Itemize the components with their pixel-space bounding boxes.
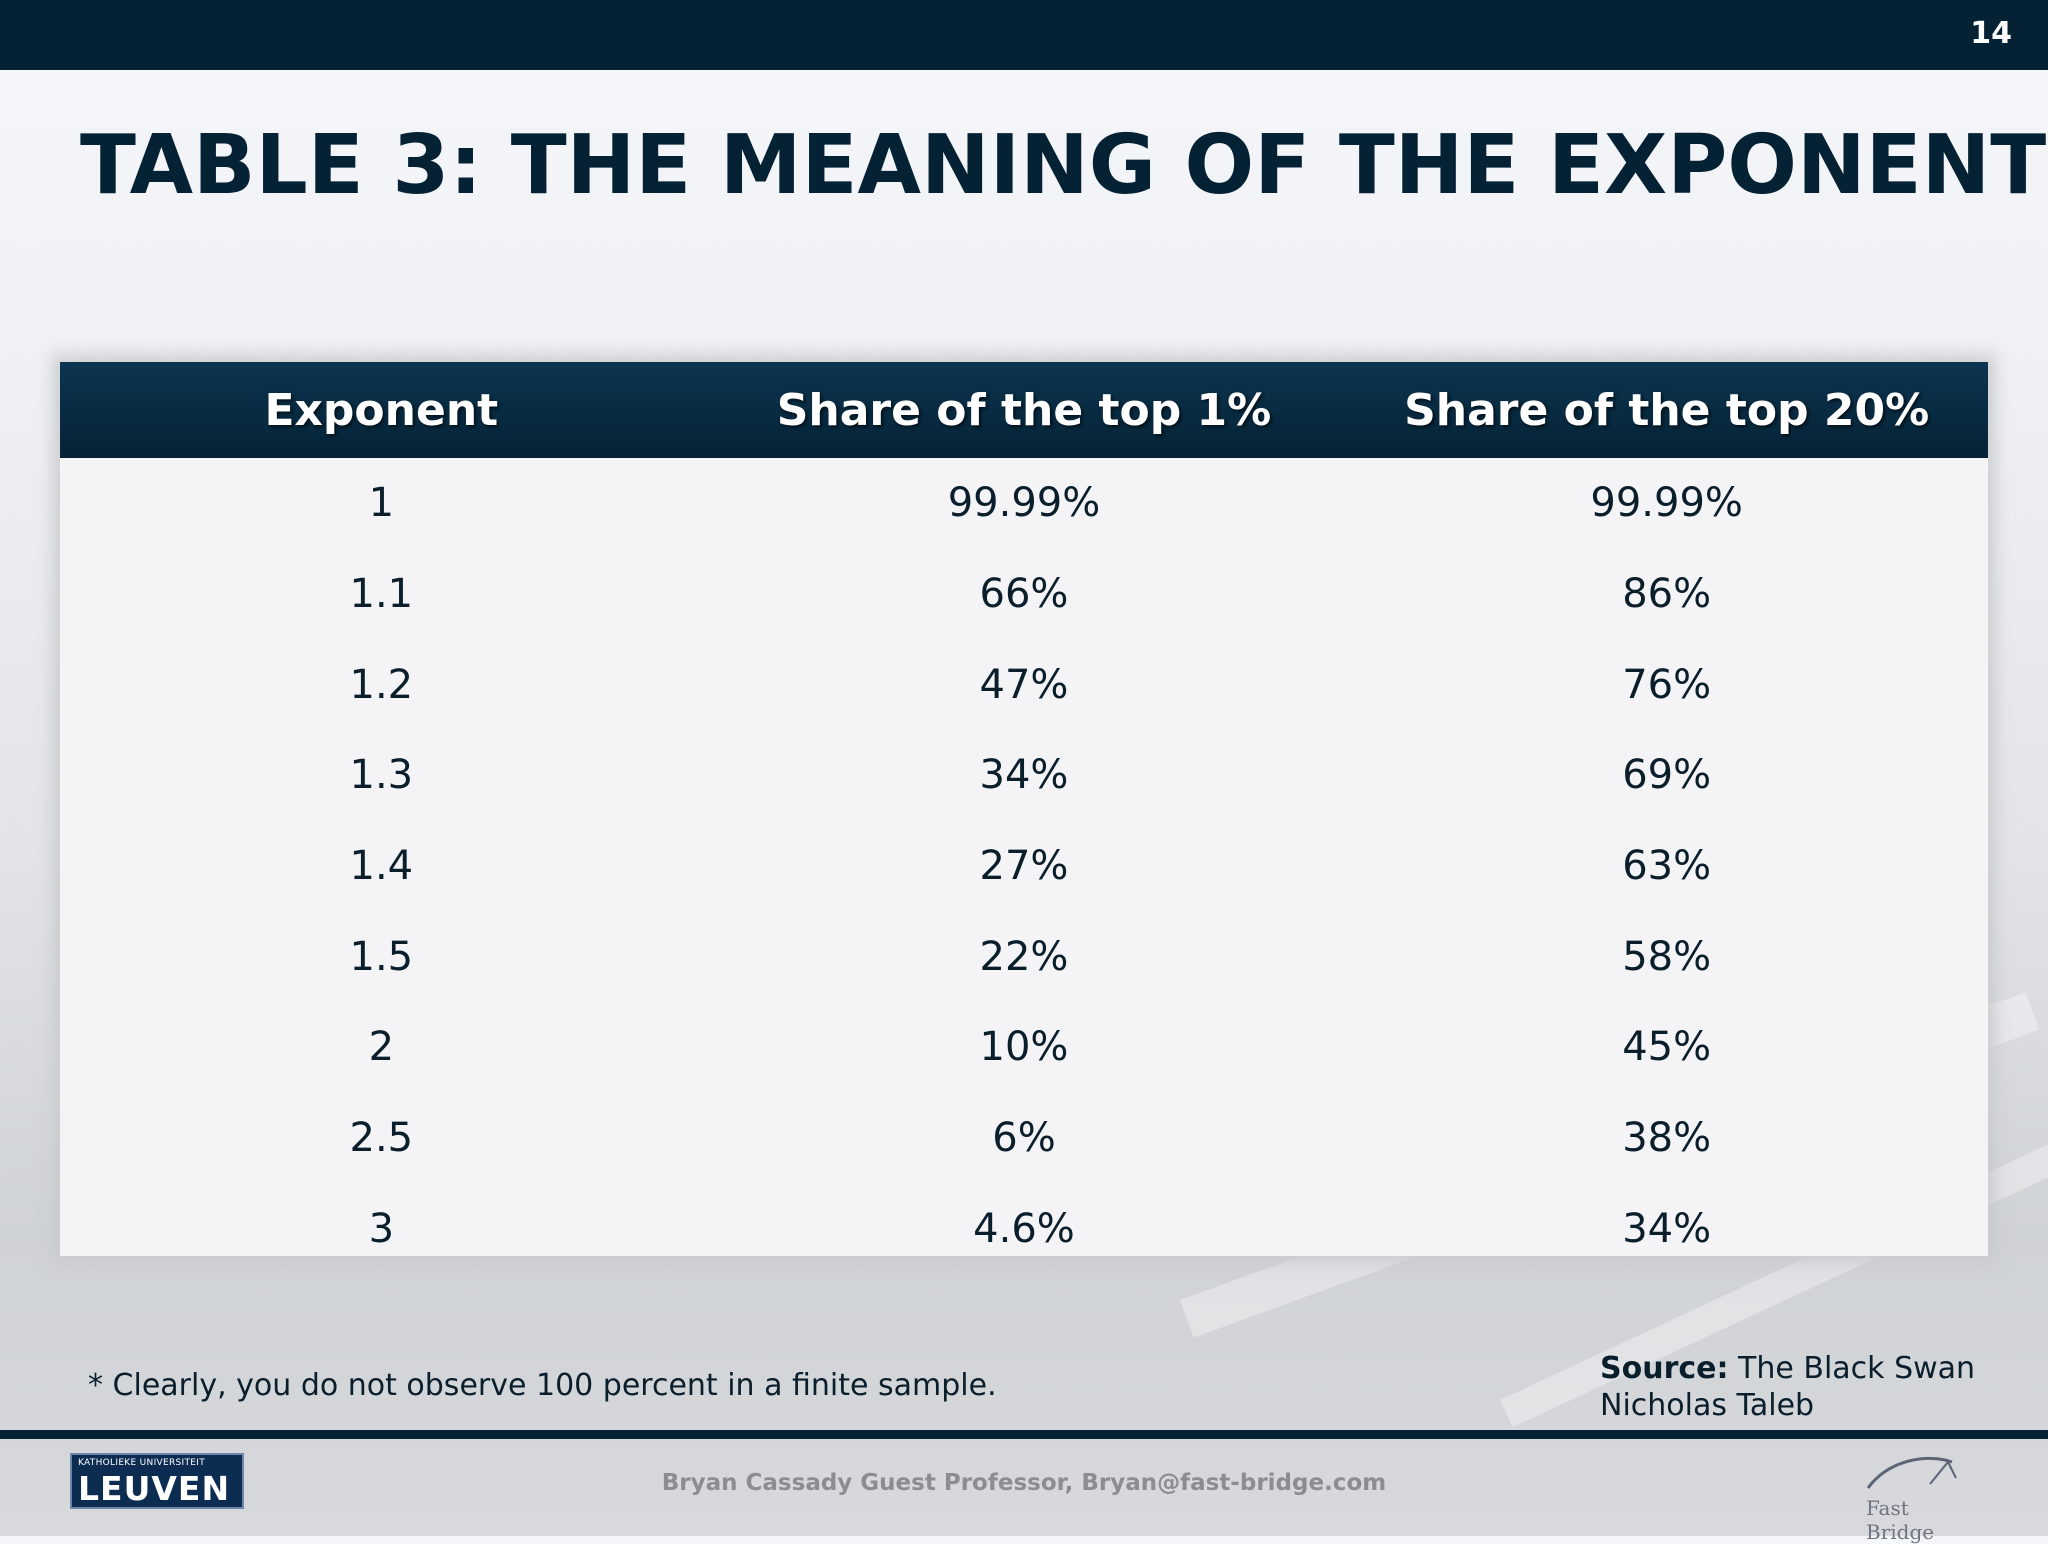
- cell-top-20: 69%: [1622, 752, 1712, 799]
- cell-top-1: 6%: [992, 1115, 1056, 1162]
- cell-top-20: 76%: [1622, 661, 1712, 708]
- table-row: 1.4 27% 63%: [60, 821, 1988, 912]
- cell-top-20: 99.99%: [1590, 480, 1743, 527]
- cell-top-1: 47%: [979, 661, 1069, 708]
- footnote: * Clearly, you do not observe 100 percen…: [88, 1368, 997, 1403]
- table-header-row: Exponent Share of the top 1% Share of th…: [60, 362, 1988, 458]
- table-row: 3 4.6% 34%: [60, 1184, 1988, 1275]
- footer-credit: Bryan Cassady Guest Professor, Bryan@fas…: [661, 1470, 1387, 1496]
- leuven-logo-title: LEUVEN: [78, 1469, 231, 1508]
- table-row: 1 99.99% 99.99%: [60, 458, 1988, 549]
- source-label: Source:: [1600, 1351, 1729, 1386]
- cell-exponent: 2.5: [349, 1115, 414, 1162]
- cell-exponent: 3: [368, 1205, 395, 1252]
- cell-top-1: 34%: [979, 752, 1069, 799]
- column-header-top-20: Share of the top 20%: [1345, 362, 1988, 458]
- column-header-exponent: Exponent: [60, 362, 703, 458]
- column-header-top-1: Share of the top 1%: [702, 362, 1346, 458]
- cell-exponent: 1: [368, 480, 395, 527]
- cell-top-1: 22%: [979, 933, 1069, 980]
- table-row: 2 10% 45%: [60, 1002, 1988, 1093]
- cell-exponent: 1.2: [349, 661, 414, 708]
- leuven-logo-subtitle: KATHOLIEKE UNIVERSITEIT: [78, 1458, 206, 1468]
- cell-top-1: 4.6%: [973, 1205, 1075, 1252]
- table-row: 1.3 34% 69%: [60, 730, 1988, 821]
- cell-top-20: 63%: [1622, 843, 1712, 890]
- cell-top-1: 66%: [979, 571, 1069, 618]
- table-row: 1.1 66% 86%: [60, 549, 1988, 640]
- cell-exponent: 1.4: [349, 843, 414, 890]
- cell-top-20: 34%: [1622, 1205, 1712, 1252]
- cell-top-20: 38%: [1622, 1115, 1712, 1162]
- footer-divider: [0, 1430, 2048, 1439]
- table-row: 1.5 22% 58%: [60, 911, 1988, 1002]
- fast-bridge-swoosh-icon: [1866, 1456, 1957, 1489]
- fast-bridge-logo-text: Fast Bridge: [1866, 1496, 1935, 1544]
- source-author: Nicholas Taleb: [1600, 1388, 1815, 1423]
- cell-exponent: 1.3: [349, 752, 414, 799]
- table-row: 2.5 6% 38%: [60, 1093, 1988, 1184]
- cell-exponent: 1.5: [349, 933, 414, 980]
- cell-exponent: 2: [368, 1024, 395, 1071]
- page-title: TABLE 3: THE MEANING OF THE EXPONENT: [80, 118, 2047, 213]
- cell-top-20: 45%: [1622, 1024, 1712, 1071]
- slide-number: 14: [1970, 16, 2012, 51]
- source-title: The Black Swan: [1738, 1351, 1976, 1386]
- leuven-logo: KATHOLIEKE UNIVERSITEIT LEUVEN: [70, 1453, 244, 1509]
- source-citation: Source: The Black Swan Nicholas Taleb: [1600, 1350, 1975, 1424]
- data-table: Exponent Share of the top 1% Share of th…: [60, 362, 1988, 1256]
- fast-bridge-logo: Fast Bridge: [1860, 1448, 1970, 1544]
- table-row: 1.2 47% 76%: [60, 639, 1988, 730]
- cell-exponent: 1.1: [349, 571, 414, 618]
- cell-top-1: 10%: [979, 1024, 1069, 1071]
- cell-top-1: 99.99%: [947, 480, 1101, 527]
- cell-top-20: 86%: [1622, 571, 1712, 618]
- top-bar: 14: [0, 0, 2048, 70]
- cell-top-1: 27%: [979, 843, 1069, 890]
- cell-top-20: 58%: [1622, 933, 1712, 980]
